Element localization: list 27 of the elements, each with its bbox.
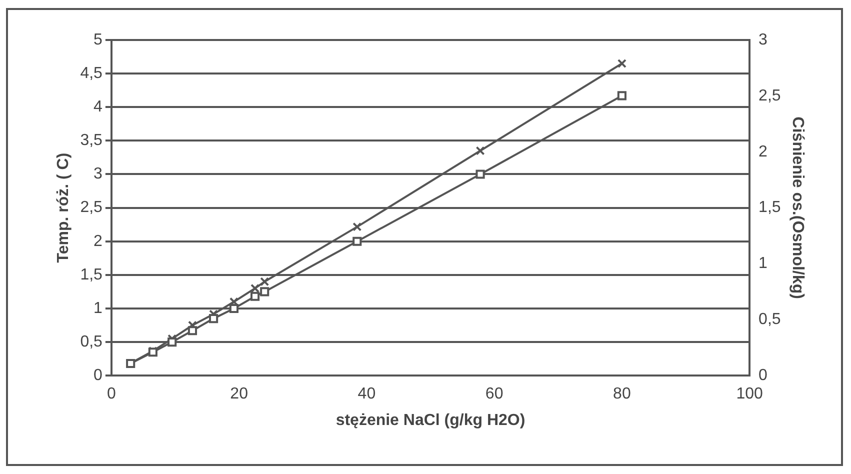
y-tick-label: 5 [94,31,103,48]
y-tick-label: 2 [94,232,103,250]
y2-tick-label: 0 [758,367,768,384]
y-tick-label: 0 [94,367,103,384]
y2-axis-title: Ciśnienie os.(Osmol/kg) [788,116,806,299]
x-tick-label: 40 [358,386,376,403]
y2-tick-label: 3 [758,31,768,48]
y2-tick-label: 0,5 [758,311,781,328]
x-tick-label: 20 [230,386,248,403]
y2-tick-label: 2 [758,143,768,160]
y-tick-label: 4,5 [80,64,103,82]
y-tick-label: 1 [94,300,103,317]
y-tick-label: 0,5 [80,333,103,350]
y-tick-label: 4 [94,98,103,116]
y-tick-label: 3 [94,166,103,183]
x-axis-title: stężenie NaCl (g/kg H2O) [336,412,526,429]
y2-tick-label: 2,5 [758,87,781,104]
y-tick-label: 1,5 [80,266,103,284]
x-tick-label: 60 [485,386,504,403]
y-tick-label: 3,5 [80,132,103,150]
x-tick-label: 100 [736,386,764,403]
y-axis-title: Temp. róż. ( C) [55,152,72,263]
y2-tick-label: 1,5 [758,199,781,216]
x-tick-label: 80 [613,386,631,403]
y2-tick-label: 1 [758,255,768,272]
x-tick-label: 0 [106,386,116,403]
y-tick-label: 2,5 [80,199,103,216]
